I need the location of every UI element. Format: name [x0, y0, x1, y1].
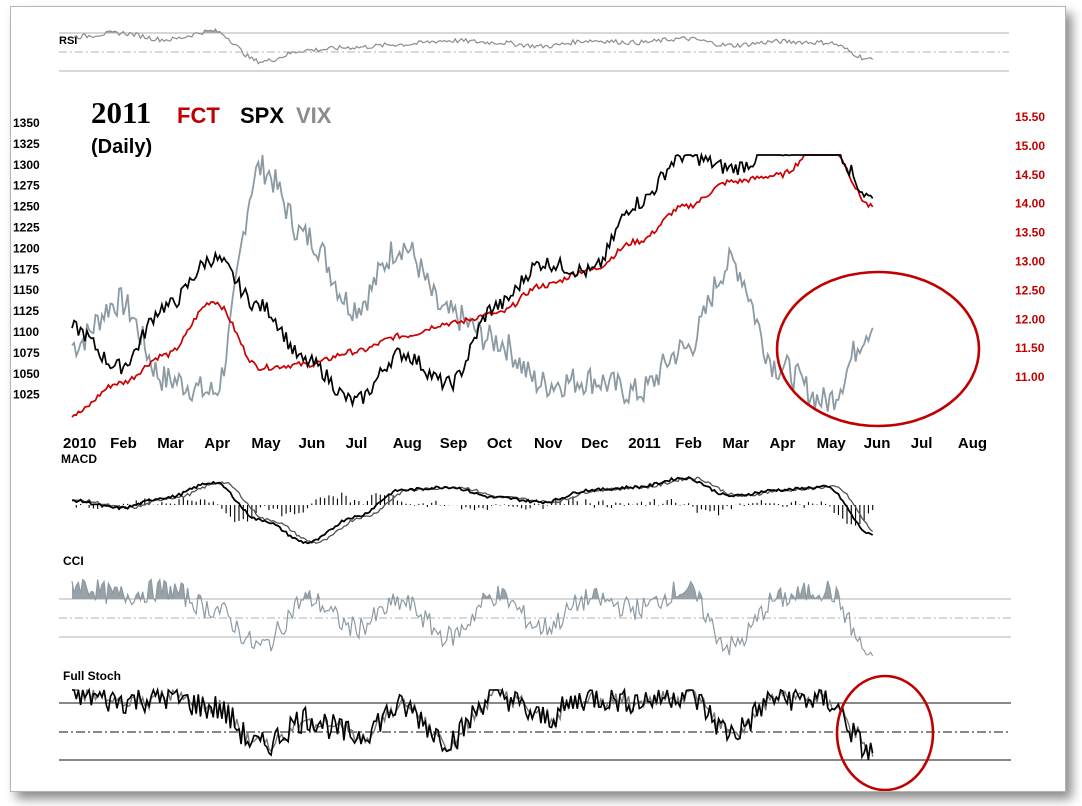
cci-overbought-fill — [72, 579, 873, 599]
stoch-signal-line — [72, 687, 874, 760]
right-tick-label: 14.00 — [1015, 197, 1045, 211]
spx-line — [71, 151, 874, 409]
left-tick-label: 1150 — [13, 283, 39, 297]
x-tick-label: Mar — [722, 435, 749, 452]
x-tick-label: Aug — [393, 435, 422, 452]
x-tick-label: May — [251, 435, 281, 452]
left-tick-label: 1025 — [13, 388, 40, 402]
cci-line — [71, 578, 874, 657]
right-tick-label: 15.00 — [1015, 139, 1045, 153]
stoch-label: Full Stoch — [63, 669, 121, 683]
left-tick-label: 1350 — [13, 116, 40, 130]
left-tick-label: 1100 — [13, 325, 39, 339]
main-panel: 2011 FCT SPX VIX (Daily) 1350 1325 1300 127… — [13, 95, 1045, 452]
right-tick-label: 12.00 — [1015, 312, 1045, 326]
macd-label: MACD — [61, 452, 97, 466]
x-tick-label: Dec — [581, 435, 609, 452]
left-tick-label: 1325 — [13, 137, 40, 151]
subtitle: (Daily) — [91, 136, 152, 158]
vix-line — [71, 154, 874, 412]
x-tick-label: Mar — [157, 435, 184, 452]
rsi-overbought-fill — [72, 29, 873, 33]
x-tick-label: 2010 — [63, 435, 96, 452]
chart-frame: RSI 2011 FCT SPX VIX (Daily) 1350 1325 130… — [10, 6, 1066, 792]
left-tick-label: 1175 — [13, 262, 39, 276]
cci-panel: CCI — [59, 554, 1011, 657]
macd-signal-line — [72, 476, 874, 545]
right-tick-label: 11.50 — [1015, 341, 1045, 355]
left-tick-label: 1050 — [13, 367, 40, 381]
cci-label: CCI — [63, 554, 84, 568]
macd-panel: MACD — [61, 452, 874, 545]
vix-highlight-ellipse — [775, 270, 981, 428]
rsi-line — [71, 28, 874, 65]
fct-line — [71, 154, 874, 418]
title-vix: VIX — [296, 103, 332, 128]
macd-line — [72, 476, 874, 545]
left-tick-label: 1075 — [13, 346, 40, 360]
x-tick-label: Jul — [346, 435, 368, 452]
stoch-line — [72, 686, 874, 761]
right-tick-label: 13.50 — [1015, 226, 1045, 240]
left-tick-label: 1200 — [13, 241, 40, 255]
x-tick-label: Jul — [911, 435, 933, 452]
x-tick-label: May — [817, 435, 847, 452]
left-tick-label: 1275 — [13, 179, 40, 193]
x-tick-label: Apr — [204, 435, 230, 452]
x-tick-label: Sep — [440, 435, 468, 452]
x-tick-label: Apr — [770, 435, 796, 452]
left-tick-label: 1125 — [13, 304, 39, 318]
stoch-highlight-circle — [835, 674, 935, 791]
x-tick-label: Oct — [487, 435, 512, 452]
right-tick-label: 12.50 — [1015, 283, 1045, 297]
right-tick-label: 11.00 — [1015, 370, 1045, 384]
x-tick-label: Feb — [675, 435, 702, 452]
right-tick-label: 15.50 — [1015, 110, 1045, 124]
left-tick-label: 1250 — [13, 200, 40, 214]
x-tick-label: Aug — [958, 435, 987, 452]
title-year: 2011 — [91, 95, 151, 130]
chart-canvas: RSI 2011 FCT SPX VIX (Daily) 1350 1325 130… — [13, 28, 1045, 791]
x-tick-label: Jun — [299, 435, 326, 452]
left-tick-label: 1300 — [13, 158, 40, 172]
right-tick-label: 14.50 — [1015, 168, 1045, 182]
left-tick-label: 1225 — [13, 221, 40, 235]
x-tick-label: Jun — [864, 435, 891, 452]
x-tick-label: 2011 — [628, 435, 661, 452]
x-tick-label: Feb — [110, 435, 137, 452]
title-spx: SPX — [240, 103, 284, 128]
rsi-panel: RSI — [59, 28, 1009, 72]
title-fct: FCT — [177, 103, 220, 128]
stoch-panel: Full Stoch — [59, 669, 1011, 791]
x-tick-label: Nov — [534, 435, 563, 452]
right-tick-label: 13.00 — [1015, 255, 1045, 269]
